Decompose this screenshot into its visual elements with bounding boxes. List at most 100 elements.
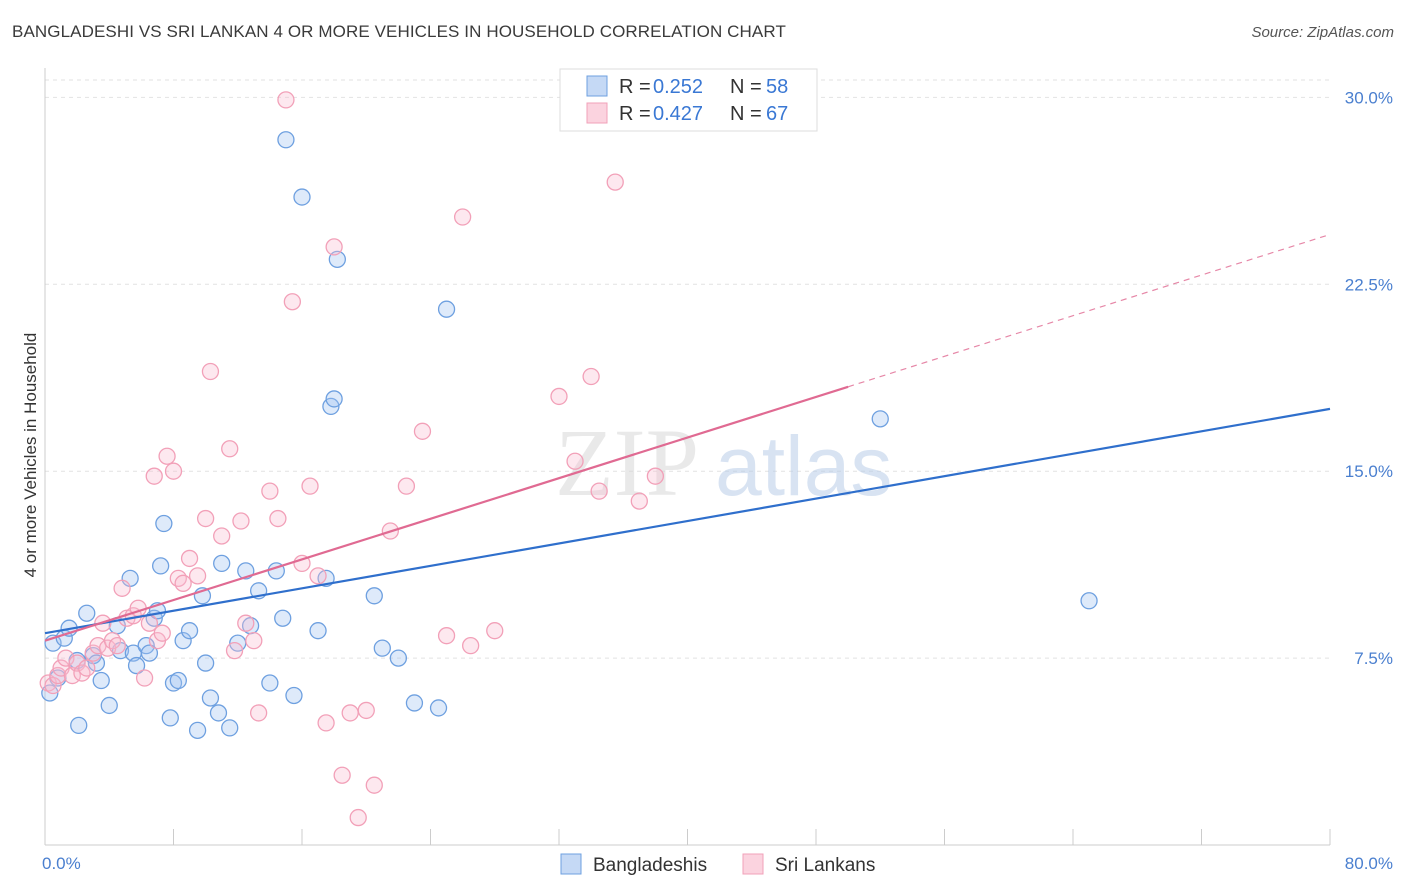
bangladeshi-point-34 (221, 719, 239, 737)
srilankan-point-29 (188, 567, 207, 585)
srilankan-trend-line-extension (847, 233, 1331, 388)
srilankan-point-27 (174, 574, 192, 592)
srilankan-point-21 (145, 467, 163, 485)
bangladeshi-point-10 (92, 671, 110, 690)
srilankan-point-59 (550, 387, 568, 406)
bangladeshi-point-50 (365, 587, 383, 605)
legend-n-value-1: 58 (766, 76, 788, 98)
srilankan-point-62 (590, 482, 608, 500)
srilankan-point-40 (269, 509, 287, 528)
bangladeshi-point-52 (389, 649, 408, 667)
bangladeshi-point-7 (78, 604, 96, 622)
bangladeshi-point-18 (140, 644, 159, 662)
srilankan-point-8 (78, 659, 96, 677)
srilankan-point-46 (317, 714, 335, 732)
bangladeshi-point-25 (169, 671, 187, 690)
bangladeshi-point-6 (70, 716, 88, 735)
bangladeshi-point-39 (261, 674, 279, 692)
srilankan-point-66 (462, 636, 480, 655)
srilankan-point-4 (57, 649, 75, 667)
bangladeshi-point-24 (164, 674, 183, 692)
bangladeshi-point-45 (309, 622, 327, 640)
bottom-legend-label-bangladeshis: Bangladeshis (593, 855, 707, 876)
srilankan-point-39 (261, 482, 279, 500)
watermark-zip: ZIP (555, 409, 699, 516)
bangladeshi-point-33 (213, 554, 231, 573)
srilankan-point-64 (630, 492, 648, 510)
bangladeshi-point-9 (87, 654, 106, 672)
srilankan-point-48 (333, 766, 351, 784)
srilankan-point-26 (169, 569, 187, 587)
srilankan-point-6 (68, 654, 86, 672)
srilankan-point-61 (582, 367, 600, 386)
bangladeshi-point-43 (285, 686, 303, 705)
legend-r-value-2: 0.427 (653, 103, 703, 125)
srilankan-point-60 (566, 452, 584, 470)
y-tick-labels: 7.5% 15.0% 22.5% 30.0% (1345, 88, 1393, 668)
srilankan-point-49 (341, 704, 359, 722)
legend-n-value-2: 67 (766, 103, 788, 125)
bangladeshi-trend-line (44, 407, 1331, 635)
chart-title: BANGLADESHI VS SRI LANKAN 4 OR MORE VEHI… (12, 22, 786, 41)
srilankan-point-51 (357, 701, 375, 720)
srilankan-point-56 (437, 627, 456, 645)
bangladeshi-point-57 (1080, 592, 1098, 610)
bangladeshi-point-32 (209, 704, 228, 722)
bangladeshi-point-42 (277, 131, 295, 149)
srilankan-point-37 (245, 632, 263, 650)
axes (44, 68, 1331, 846)
bangladeshi-point-23 (161, 709, 179, 727)
srilankan-point-13 (103, 632, 122, 650)
y-axis-label: 4 or more Vehicles in Household (21, 333, 40, 578)
srilankan-point-41 (277, 91, 295, 109)
stats-legend: R = 0.252 N = 58 R = 0.427 N = 67 (559, 68, 818, 132)
srilankan-point-43 (293, 554, 311, 573)
bangladeshi-point-30 (196, 654, 215, 672)
bangladeshi-point-41 (274, 609, 292, 627)
bottom-legend-label-srilankans: Sri Lankans (775, 855, 875, 876)
bangladeshi-point-54 (429, 699, 448, 717)
legend-n-label-2: N = (730, 103, 762, 125)
srilankan-point-52 (365, 776, 383, 794)
srilankan-point-58 (486, 622, 504, 640)
bangladeshi-point-51 (373, 639, 391, 657)
bangladeshi-point-21 (151, 557, 170, 575)
bangladeshi-point-22 (155, 514, 173, 533)
y-tick-label-1: 15.0% (1345, 462, 1393, 481)
y-tick-label-3: 30.0% (1345, 88, 1393, 107)
srilankan-point-63 (606, 173, 624, 191)
bangladeshi-point-26 (174, 632, 192, 650)
srilankan-point-14 (108, 636, 126, 655)
bangladeshi-point-11 (100, 696, 118, 715)
bottom-legend-swatch-bangladeshis (560, 853, 582, 875)
srilankan-point-34 (225, 641, 244, 660)
srilankan-point-1 (44, 676, 62, 695)
data-points (39, 91, 1098, 827)
watermark-atlas: atlas (715, 419, 892, 513)
bangladeshi-point-49 (325, 390, 343, 408)
srilankan-point-42 (283, 293, 302, 311)
srilankan-point-30 (196, 509, 215, 528)
y-tick-label-0: 7.5% (1354, 649, 1393, 668)
srilankan-point-7 (73, 664, 91, 682)
y-tick-label-2: 22.5% (1345, 275, 1393, 294)
srilankan-point-50 (349, 808, 367, 827)
srilankan-point-55 (413, 422, 432, 440)
legend-r-label-2: R = (619, 103, 651, 125)
legend-n-label-1: N = (730, 76, 762, 98)
bottom-legend: Bangladeshis Sri Lankans (560, 853, 875, 876)
source-label: Source: ZipAtlas.com (1251, 24, 1394, 41)
srilankan-point-45 (309, 567, 327, 585)
srilankan-point-65 (646, 467, 665, 485)
srilankan-point-23 (153, 624, 171, 642)
bangladeshi-point-44 (293, 188, 311, 206)
srilankan-point-57 (453, 208, 472, 226)
srilankan-point-19 (135, 669, 154, 687)
legend-r-value-1: 0.252 (653, 76, 703, 98)
trend-lines (44, 233, 1331, 642)
bottom-legend-swatch-srilankans (742, 853, 764, 875)
bangladeshi-point-53 (405, 694, 424, 712)
legend-r-label-1: R = (619, 76, 651, 98)
bangladeshi-point-31 (201, 689, 220, 707)
